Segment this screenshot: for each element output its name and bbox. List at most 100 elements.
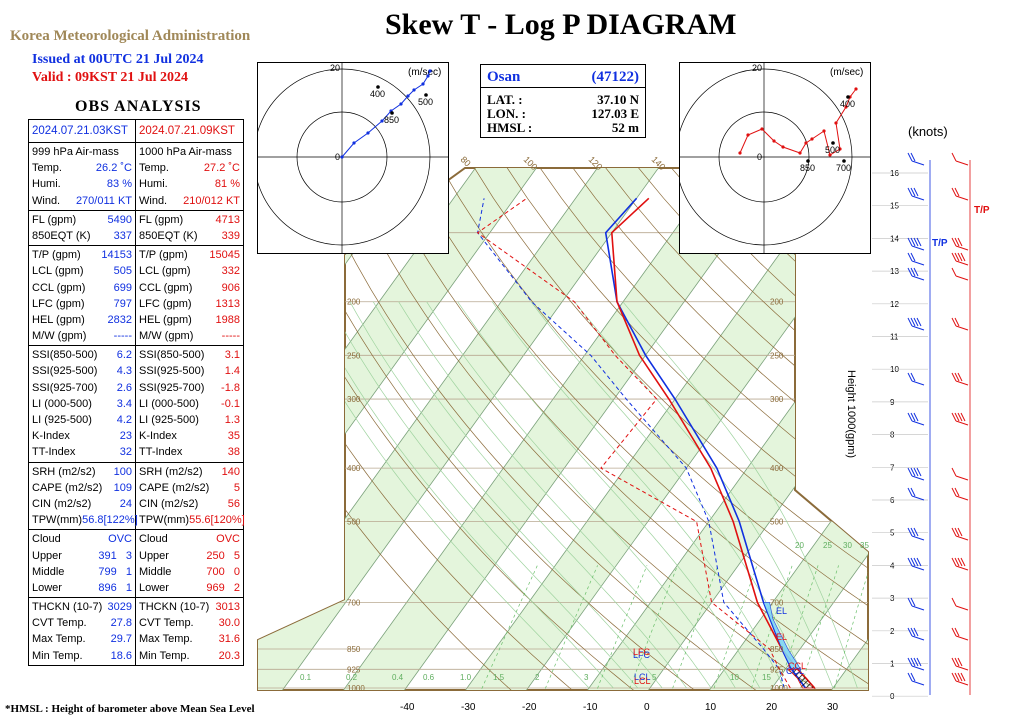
- wind-barb-feather: [910, 467, 916, 477]
- hodograph-point: [844, 105, 848, 109]
- cape-value: 5: [233, 481, 240, 494]
- wind-barb-feather: [910, 672, 916, 682]
- pressure-label: 400: [770, 464, 784, 473]
- moist-adiabat: [574, 301, 834, 689]
- temp-value: 27.2 ˚C: [203, 162, 240, 175]
- wind-barb-staff: [955, 275, 969, 281]
- wind-barb-staff: [911, 245, 925, 251]
- thickness-value: 3029: [107, 601, 132, 614]
- eqt-label: 850EQT (K): [32, 229, 91, 242]
- wind-barb-feather: [957, 557, 963, 567]
- moist-adiabat: [457, 301, 761, 689]
- tropopause-label-09kst: T/P: [974, 205, 990, 216]
- mixing-ratio-line: [775, 565, 819, 690]
- wind-barb-staff: [955, 160, 969, 166]
- tp-label: T/P (gpm): [139, 249, 188, 262]
- footnote: *HMSL : Height of barometer above Mean S…: [5, 703, 255, 715]
- obs-analysis-table: 2024.07.21.03KST 2024.07.21.09KST 999 hP…: [28, 119, 245, 666]
- upper-height: 391: [98, 549, 117, 562]
- fl-label: FL (gpm): [139, 213, 184, 226]
- wind-barb-staff: [911, 195, 925, 201]
- station-id: (47122): [591, 69, 640, 85]
- wind-barb-staff: [911, 325, 925, 331]
- li2-value: 4.2: [116, 414, 132, 426]
- k-index-value: 23: [119, 430, 132, 443]
- height-tick-label: 15: [890, 202, 899, 211]
- min-temp-label: Min Temp.: [32, 649, 83, 662]
- hodograph-09kst: 20 0 (m/sec) 400 500 850 700: [679, 62, 871, 254]
- height-tick-label: 0: [890, 692, 895, 701]
- height-tick-label: 6: [890, 496, 895, 505]
- wind-barb-feather: [954, 557, 960, 567]
- dewpoint-line-03kst: [477, 198, 785, 689]
- wind-barb-feather: [913, 657, 919, 667]
- hodograph-unit-label: (m/sec): [408, 67, 441, 78]
- lat-value: 37.10 N: [597, 92, 639, 107]
- middle-height: 799: [98, 565, 117, 578]
- cloud-label: Cloud: [139, 533, 168, 546]
- airmass-label: 999 hPa Air-mass: [32, 146, 119, 158]
- wind-barb-staff: [955, 380, 969, 386]
- hodograph-point: [746, 133, 750, 137]
- hel-value: 2832: [107, 313, 132, 326]
- hodograph-level-label: 850: [800, 163, 815, 173]
- mw-label: M/W (gpm): [139, 330, 194, 343]
- pressure-label: 850: [347, 645, 361, 654]
- wind-barb-feather: [957, 527, 963, 537]
- wind-barb-feather: [910, 252, 916, 262]
- isotherm-band: [336, 168, 804, 690]
- wind-barb-feather: [960, 557, 966, 567]
- hodograph-ring: [296, 111, 388, 203]
- hodograph-ring-label: 20: [330, 63, 340, 73]
- wind-barb-feather: [954, 672, 960, 682]
- mixing-ratio-label: 0.4: [392, 673, 404, 682]
- k-index-label: K-Index: [32, 430, 70, 443]
- eqt-value: 337: [113, 229, 132, 242]
- energy-block: SRH (m2/s2) 100 CAPE (m2/s2) 109 CIN (m2/s…: [29, 461, 245, 530]
- li1-value: 3.4: [116, 397, 132, 410]
- wind-barb-feather: [951, 412, 957, 422]
- lon-label: LON. :: [487, 106, 526, 121]
- height-tick-label: 4: [890, 561, 895, 570]
- tt-index-label: TT-Index: [32, 446, 76, 459]
- wind-value: 210/012 KT: [183, 194, 240, 207]
- ccl-label: CCL (gpm): [139, 281, 193, 294]
- wind-barb-staff: [911, 565, 925, 571]
- height-tick-label: 1: [890, 660, 895, 669]
- cvt-value: 30.0: [218, 617, 240, 630]
- hodograph-ring: [680, 68, 853, 246]
- ssi3-value: -1.8: [221, 381, 240, 394]
- li2-value: 1.3: [224, 414, 240, 426]
- temperature-tick-label: -40: [400, 702, 415, 713]
- pressure-label: 200: [770, 298, 784, 307]
- wind-barb-feather: [907, 372, 913, 382]
- height-tick-label: 12: [890, 300, 899, 309]
- lower-label: Lower: [32, 581, 62, 594]
- wind-barb-feather: [954, 187, 960, 197]
- hodograph-level-dot: [390, 111, 394, 115]
- min-temp-value: 20.3: [218, 649, 240, 662]
- organization-name: Korea Meteorological Administration: [10, 28, 251, 44]
- level-annotation-el: EL: [776, 606, 787, 616]
- wind-barb-staff: [955, 635, 969, 641]
- tp-value: 14153: [101, 249, 132, 262]
- wind-barb-feather: [951, 672, 957, 682]
- hodograph-ring: [718, 111, 810, 203]
- lower-height: 896: [98, 581, 117, 594]
- wind-barb-feather: [951, 252, 957, 262]
- wind-barb-staff: [955, 260, 969, 266]
- wind-barb-feather: [913, 187, 919, 197]
- wind-barb-feather: [907, 597, 913, 607]
- mixing-ratio-label: 15: [762, 673, 771, 682]
- wind-barb-feather: [954, 527, 960, 537]
- mixing-ratio-label: 20: [795, 541, 804, 550]
- pressure-label: 925: [770, 665, 784, 674]
- wind-barb-staff: [911, 260, 925, 266]
- tt-index-value: 32: [119, 446, 132, 459]
- height-tick-label: 8: [890, 431, 895, 440]
- issued-time: Issued at 00UTC 21 Jul 2024: [32, 52, 204, 67]
- lower-cover: 1: [125, 581, 132, 594]
- level-annotation-lfc: LFC: [633, 650, 651, 660]
- wind-barb-feather: [957, 237, 963, 247]
- left-header: 2024.07.21.03KST: [32, 125, 128, 137]
